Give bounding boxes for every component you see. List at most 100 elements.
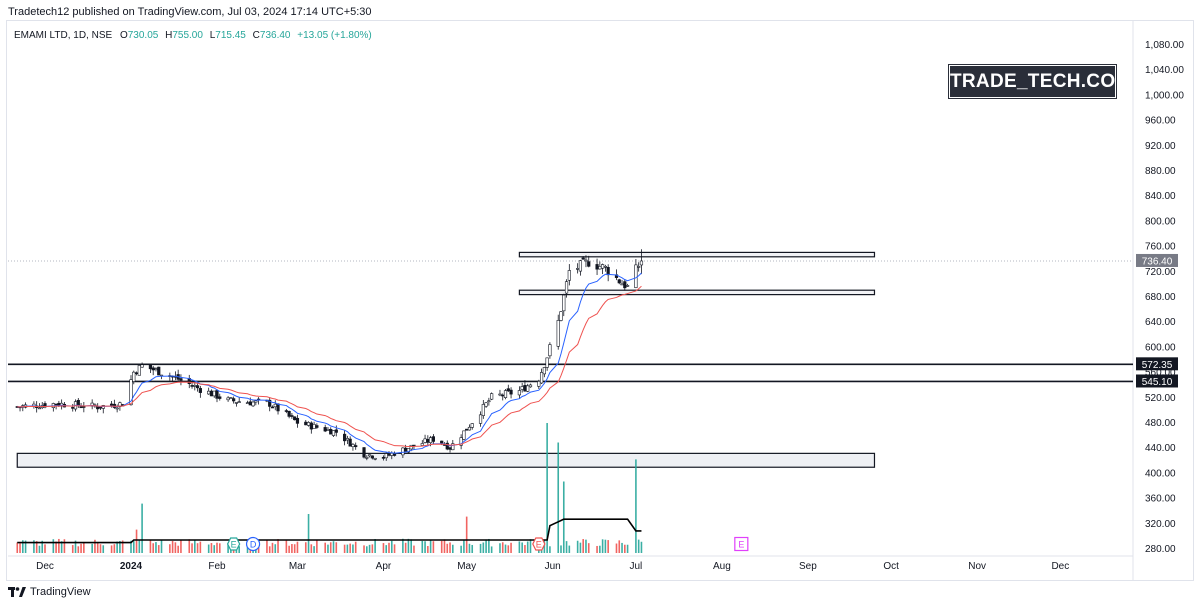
volume-bar [38, 545, 41, 553]
candle-body [448, 447, 452, 450]
candle-body [487, 400, 491, 403]
volume-bar [390, 540, 393, 553]
x-tick-label: 2024 [120, 561, 143, 572]
candle-body [445, 442, 449, 450]
volume-bar [385, 545, 388, 553]
volume-bar [604, 539, 607, 553]
volume-bar [374, 539, 376, 553]
candle-body [431, 436, 435, 442]
y-tick-label: 720.00 [1145, 267, 1176, 278]
volume-bar [482, 542, 485, 553]
volume-bar [485, 539, 487, 553]
volume-bar [601, 539, 604, 553]
footer-brand[interactable]: TradingView [8, 586, 91, 598]
volume-bar [174, 542, 177, 553]
last-price-tag-bg [1136, 253, 1178, 267]
volume-bar [196, 543, 199, 553]
volume-bar [587, 543, 590, 553]
volume-bar [149, 540, 152, 553]
candle-body [43, 403, 47, 408]
volume-bar [22, 540, 24, 553]
candle-body [218, 396, 222, 399]
candle-body [287, 410, 291, 417]
candle-body [501, 394, 505, 397]
volume-bar [296, 541, 299, 553]
candle-body [315, 425, 319, 428]
candle-body [587, 261, 591, 267]
volume-bar [94, 539, 96, 553]
candle-body [115, 407, 119, 410]
candle-body [209, 390, 214, 397]
candle-body [548, 344, 552, 357]
candle-body [195, 385, 200, 389]
candle-body [542, 367, 546, 375]
volume-bar [501, 542, 504, 553]
price-axis[interactable]: 1,080.00 1,040.00 1,000.00 960.00 920.00 880.… [1136, 40, 1184, 555]
volume-bar [227, 542, 229, 553]
volume-bar [80, 543, 82, 553]
volume-bar [452, 544, 454, 553]
price-level-tag: 572.35 [1136, 357, 1178, 371]
candle-body [270, 406, 275, 409]
volume-bar [560, 545, 562, 553]
candle-body [215, 390, 219, 399]
volume-bar [155, 542, 157, 553]
candle-body [440, 440, 444, 444]
volume-bar [285, 540, 288, 553]
x-tick-label: Sep [799, 561, 817, 572]
symbol-name[interactable]: EMAMI LTD, 1D, NSE [14, 30, 113, 41]
volume-bar [113, 544, 116, 553]
zones-layer [8, 251, 1133, 468]
event-marker[interactable]: E [734, 536, 749, 552]
y-tick-label: 480.00 [1145, 418, 1176, 429]
volume-bar [266, 540, 268, 553]
event-marker-label: E [231, 540, 237, 550]
candle-body [148, 364, 153, 370]
change-value: +13.05 (+1.80%) [297, 30, 372, 41]
volume-bar [238, 546, 240, 553]
x-tick-label: Mar [289, 561, 307, 572]
candle-body [370, 455, 374, 459]
volume-bar [463, 539, 465, 553]
event-marker[interactable]: D [245, 536, 261, 552]
volume-bar [207, 544, 210, 553]
volume-bar [579, 542, 582, 553]
candle-body [545, 357, 549, 368]
close-label: C [252, 30, 260, 41]
volume-bar [432, 541, 435, 553]
candle-body [226, 397, 230, 401]
volume-bar [116, 541, 118, 553]
candle-body [212, 390, 216, 397]
volume-bar [71, 545, 74, 553]
volume-bar [526, 541, 529, 553]
volume-bar [637, 539, 640, 553]
supply-demand-zone [518, 251, 876, 258]
grid-layer [8, 21, 1134, 580]
x-tick-label: Nov [968, 561, 986, 572]
candle-body [71, 407, 75, 409]
volume-bar [557, 442, 560, 553]
candle-body [598, 266, 602, 270]
volume-bar [354, 541, 357, 553]
event-marker[interactable]: E [532, 537, 546, 551]
volume-bar [562, 481, 565, 553]
volume-bar [599, 545, 601, 553]
time-axis[interactable]: Dec 2024 Feb Mar Apr May Jun Jul Aug Sep Oct Nov Dec [36, 561, 1069, 572]
volume-bar [199, 541, 202, 553]
volume-bar [607, 540, 609, 553]
candle-body [559, 311, 563, 321]
candle-body [323, 427, 327, 432]
candle-body [623, 281, 627, 289]
volume-bar [429, 539, 432, 553]
volume-bar [171, 541, 174, 553]
volume-bar [393, 544, 396, 553]
event-marker[interactable]: E [226, 537, 241, 551]
candle-body [237, 401, 241, 403]
price-level-tag: 545.10 [1136, 374, 1178, 388]
volume-bar [99, 544, 102, 553]
price-level-tag-text: 572.35 [1142, 360, 1173, 371]
candle-body [190, 385, 194, 387]
candle-body [198, 388, 202, 393]
y-tick-label: 520.00 [1145, 393, 1176, 404]
